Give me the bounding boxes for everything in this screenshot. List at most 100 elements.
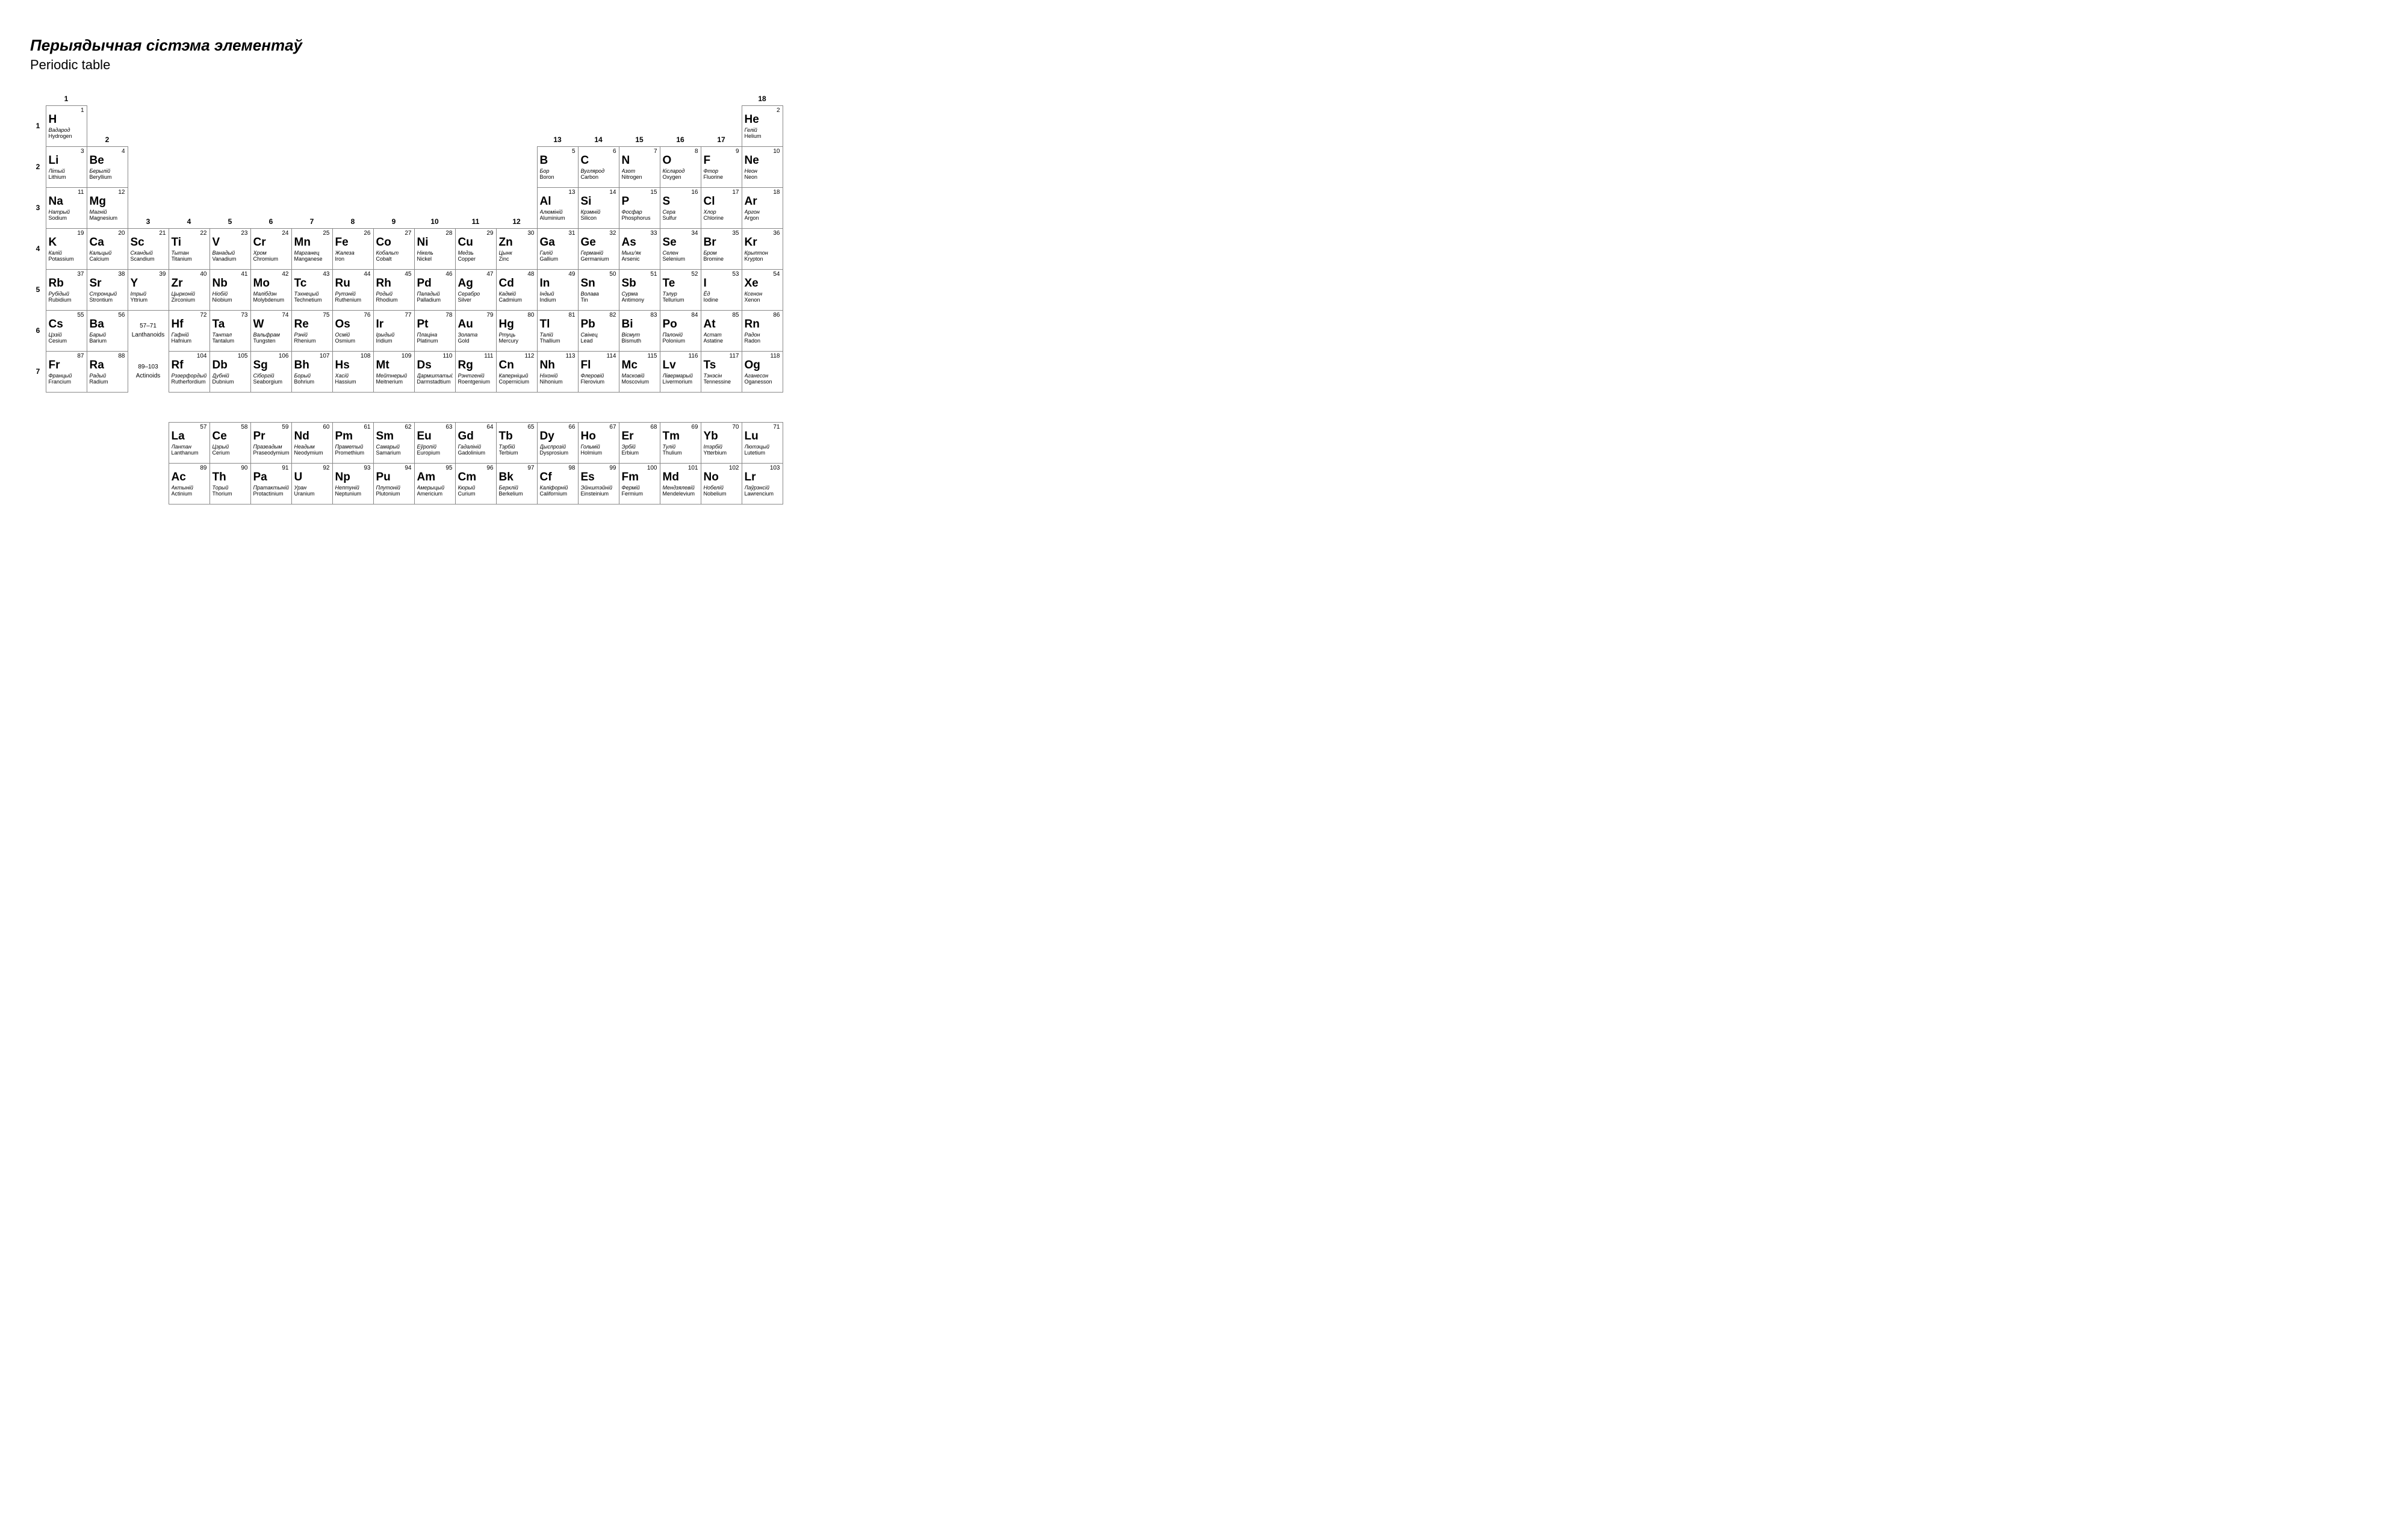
element-symbol: K [49, 237, 84, 248]
element-Lr: 103LrЛаўрэнсійLawrencium [742, 463, 783, 505]
atomic-number: 40 [200, 271, 206, 278]
element-symbol: Fm [622, 471, 657, 483]
element-symbol: Lu [745, 430, 780, 442]
element-Pt: 78PtПлацінаPlatinum [414, 310, 456, 352]
element-symbol: Tm [663, 430, 698, 442]
element-name-be: Самарый [376, 444, 412, 450]
atomic-number: 38 [118, 271, 125, 278]
element-symbol: Lv [663, 359, 698, 371]
element-name-be: Паладый [417, 291, 453, 297]
element-Bi: 83BiВісмутBismuth [619, 310, 660, 352]
element-name-be: Свінец [581, 332, 616, 338]
atomic-number: 14 [609, 189, 616, 196]
element-symbol: Sm [376, 430, 412, 442]
element-name-en: Silicon [581, 215, 616, 221]
element-symbol: Zn [499, 237, 535, 248]
element-name-en: Neptunium [335, 491, 371, 497]
atomic-number: 36 [773, 230, 780, 237]
period-label-3: 3 [30, 187, 46, 228]
element-Ts: 117TsТэнэсінTennessine [701, 351, 742, 393]
element-name-en: Lutetium [745, 450, 780, 456]
atomic-number: 71 [773, 424, 780, 430]
element-name-be: Цэрый [213, 444, 248, 450]
element-name-en: Tantalum [213, 338, 248, 344]
element-name-en: Nobelium [704, 491, 739, 497]
element-name-be: Праметый [335, 444, 371, 450]
element-name-be: Ртуць [499, 332, 535, 338]
atomic-number: 69 [691, 424, 698, 430]
element-symbol: Na [49, 196, 84, 207]
element-name-be: Аганесон [745, 373, 780, 379]
element-name-en: Moscovium [622, 379, 657, 385]
period-label-2: 2 [30, 146, 46, 187]
element-name-be: Кюрый [458, 485, 494, 491]
element-Er: 68ErЭрбійErbium [619, 422, 660, 464]
element-W: 74WВальфрамTungsten [250, 310, 292, 352]
element-name-be: Вадарод [49, 127, 84, 133]
element-Og: 118OgАганесонOganesson [742, 351, 783, 393]
atomic-number: 46 [445, 271, 452, 278]
atomic-number: 27 [405, 230, 411, 237]
element-name-en: Beryllium [90, 174, 125, 180]
element-name-en: Neon [745, 174, 780, 180]
element-name-be: Літый [49, 168, 84, 174]
atomic-number: 82 [609, 312, 616, 318]
atomic-number: 41 [241, 271, 247, 278]
element-Fe: 26FeЖалезаIron [332, 228, 374, 270]
lanthanoid-label: Lanthanoids [132, 332, 165, 338]
element-Po: 84PoПалонійPolonium [660, 310, 701, 352]
element-Pb: 82PbСвінецLead [578, 310, 619, 352]
element-name-be: Дыспрозій [540, 444, 576, 450]
element-Al: 13AlАлюмінійAluminium [537, 187, 579, 229]
element-Te: 52TeТэлурTellurium [660, 269, 701, 311]
element-name-en: Gold [458, 338, 494, 344]
element-symbol: Bi [622, 318, 657, 330]
element-name-en: Rubidium [49, 297, 84, 303]
element-symbol: Gd [458, 430, 494, 442]
group-header-7: 7 [291, 217, 332, 228]
element-name-en: Titanium [172, 256, 207, 262]
element-name-en: Astatine [704, 338, 739, 344]
element-name-be: Еўропій [417, 444, 453, 450]
element-name-be: Тэрбій [499, 444, 535, 450]
element-symbol: Mg [90, 196, 125, 207]
element-name-en: Holmium [581, 450, 616, 456]
element-Ni: 28NiНікельNickel [414, 228, 456, 270]
element-symbol: Ds [417, 359, 453, 371]
element-name-en: Dysprosium [540, 450, 576, 456]
element-name-be: Галій [540, 250, 576, 256]
element-symbol: Os [335, 318, 371, 330]
element-name-en: Thulium [663, 450, 698, 456]
element-V: 23VВанадыйVanadium [209, 228, 251, 270]
element-name-be: Талій [540, 332, 576, 338]
atomic-number: 49 [568, 271, 575, 278]
element-Rf: 104RfРэзерфордыйRutherfordium [169, 351, 210, 393]
atomic-number: 117 [730, 353, 739, 359]
element-Zn: 30ZnЦынкZinc [496, 228, 538, 270]
element-symbol: Si [581, 196, 616, 207]
element-name-en: Xenon [745, 297, 780, 303]
element-name-be: Хасій [335, 373, 371, 379]
element-name-be: Францый [49, 373, 84, 379]
element-Ds: 110DsДармштатыйDarmstadtium [414, 351, 456, 393]
atomic-number: 118 [771, 353, 780, 359]
element-symbol: Hf [172, 318, 207, 330]
element-I: 53IЁдIodine [701, 269, 742, 311]
element-symbol: Th [213, 471, 248, 483]
element-name-en: Sulfur [663, 215, 698, 221]
atomic-number: 113 [566, 353, 576, 359]
element-name-en: Darmstadtium [417, 379, 453, 385]
element-Pa: 91PaПратактынійProtactinium [250, 463, 292, 505]
element-symbol: Sc [131, 237, 166, 248]
element-name-be: Осмій [335, 332, 371, 338]
element-symbol: Mn [294, 237, 330, 248]
element-name-en: Lithium [49, 174, 84, 180]
element-Lv: 116LvЛівермарыйLivermorium [660, 351, 701, 393]
element-Yb: 70YbІтэрбійYtterbium [701, 422, 742, 464]
element-name-be: Крэмній [581, 209, 616, 215]
atomic-number: 76 [364, 312, 370, 318]
element-symbol: Sn [581, 278, 616, 289]
element-U: 92UУранUranium [291, 463, 333, 505]
atomic-number: 12 [118, 189, 125, 196]
element-symbol: Ba [90, 318, 125, 330]
